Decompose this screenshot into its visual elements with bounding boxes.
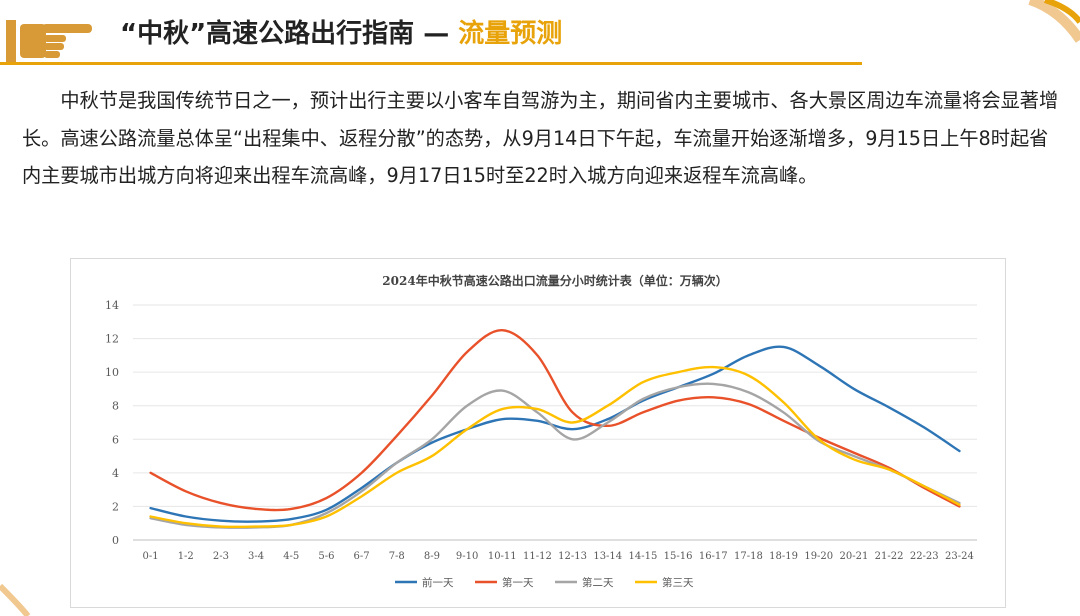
x-tick-label: 8-9 — [424, 551, 440, 562]
chart-title: 2024年中秋节高速公路出口流量分小时统计表（单位：万辆次） — [382, 273, 727, 288]
line-chart: 2024年中秋节高速公路出口流量分小时统计表（单位：万辆次） 0 2 4 6 8 10 12 1… — [105, 273, 977, 589]
y-tick-label: 4 — [112, 467, 119, 480]
x-tick-label: 20-21 — [840, 551, 869, 562]
title-underline — [0, 62, 862, 65]
x-tick-label: 15-16 — [664, 551, 693, 562]
page-title-accent: 流量预测 — [458, 19, 563, 49]
corner-decoration — [1028, 0, 1080, 43]
y-tick-label: 6 — [112, 433, 119, 446]
y-tick-label: 2 — [112, 500, 119, 513]
page-title: “中秋”高速公路出行指南 — 流量预测 — [120, 10, 562, 58]
x-tick-label: 12-13 — [558, 551, 587, 562]
intro-paragraph: 中秋节是我国传统节日之一，预计出行主要以小客车自驾游为主，期间省内主要城市、各大… — [22, 89, 1059, 187]
x-tick-label: 5-6 — [318, 551, 334, 562]
x-tick-label: 19-20 — [804, 551, 833, 562]
series-line — [149, 365, 961, 529]
x-tick-label: 0-1 — [143, 551, 159, 562]
legend-label: 第一天 — [502, 576, 534, 589]
x-tick-label: 2-3 — [213, 551, 229, 562]
corner-decoration-bottom — [0, 583, 31, 616]
x-tick-label: 1-2 — [178, 551, 194, 562]
y-tick-label: 12 — [105, 333, 119, 346]
page-title-main: “中秋”高速公路出行指南 — — [120, 19, 459, 49]
x-tick-label: 7-8 — [389, 551, 405, 562]
y-tick-label: 8 — [112, 400, 119, 413]
x-tick-label: 14-15 — [629, 551, 658, 562]
series-line — [149, 345, 961, 523]
x-tick-label: 18-19 — [769, 551, 798, 562]
x-tick-label: 6-7 — [354, 551, 370, 562]
x-tick-label: 17-18 — [734, 551, 763, 562]
x-tick-label: 21-22 — [875, 551, 904, 562]
x-tick-label: 9-10 — [456, 551, 478, 562]
legend-label: 第三天 — [662, 576, 694, 589]
x-tick-label: 3-4 — [248, 551, 264, 562]
y-tick-label: 14 — [105, 299, 119, 312]
legend-label: 前一天 — [422, 576, 454, 589]
x-tick-label: 16-17 — [699, 551, 728, 562]
legend-label: 第二天 — [582, 576, 614, 589]
pointing-hand-icon — [6, 20, 92, 62]
chart-frame: 2024年中秋节高速公路出口流量分小时统计表（单位：万辆次） 0 2 4 6 8 10 12 1… — [70, 258, 1006, 608]
x-tick-label: 11-12 — [523, 551, 552, 562]
y-tick-label: 10 — [105, 366, 119, 379]
y-tick-label: 0 — [112, 534, 119, 547]
x-tick-label: 4-5 — [283, 551, 299, 562]
x-tick-label: 10-11 — [488, 551, 517, 562]
x-tick-label: 13-14 — [593, 551, 622, 562]
series-line — [149, 328, 961, 512]
x-tick-label: 23-24 — [945, 551, 974, 562]
x-tick-label: 22-23 — [910, 551, 939, 562]
